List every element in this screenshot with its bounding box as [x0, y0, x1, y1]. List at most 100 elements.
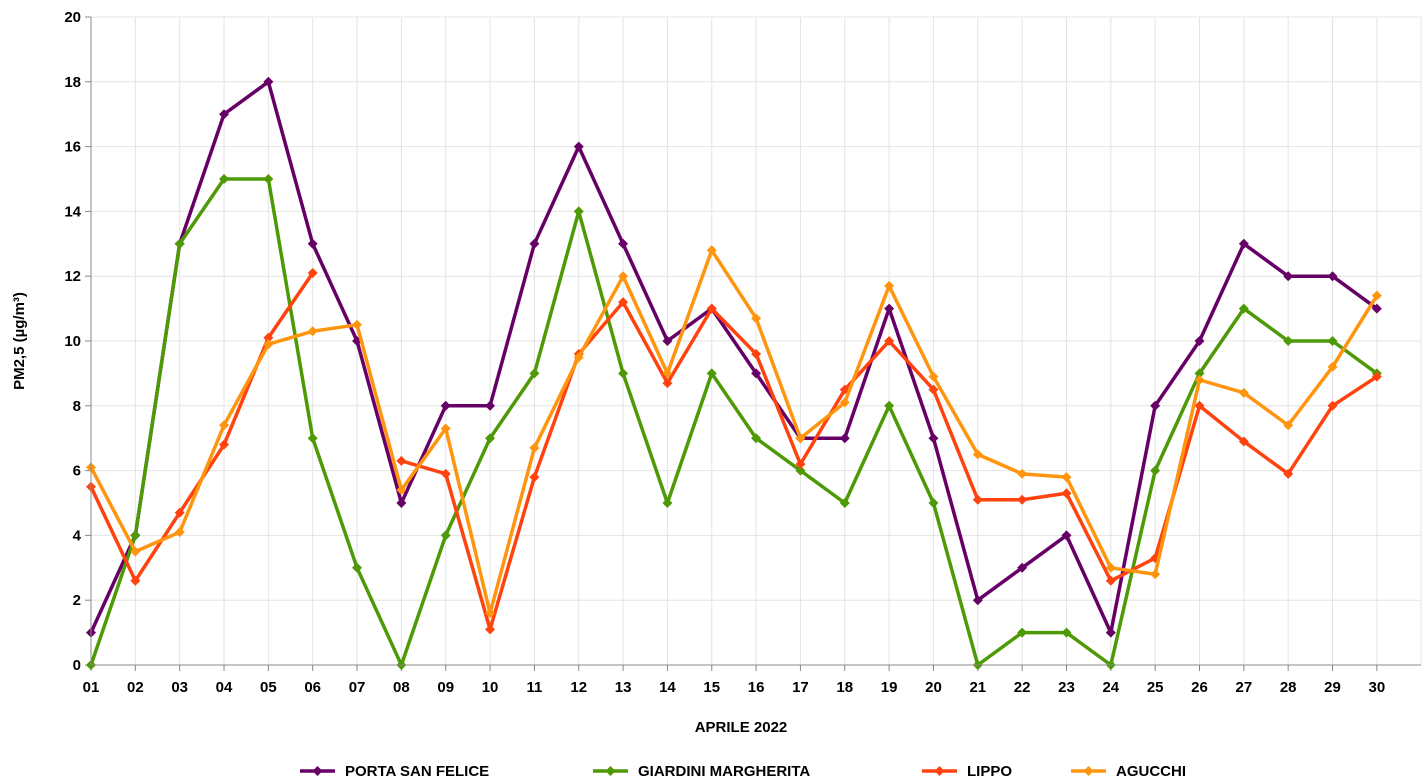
legend-label: GIARDINI MARGHERITA — [638, 763, 810, 780]
series-porta-san-felice — [86, 76, 1382, 638]
data-point — [440, 400, 451, 411]
data-point — [219, 439, 230, 450]
data-point — [1061, 627, 1072, 638]
data-point — [795, 433, 806, 444]
data-point — [485, 624, 496, 635]
data-point — [1194, 336, 1205, 346]
data-point — [1194, 368, 1205, 379]
data-point — [219, 174, 230, 184]
x-tick-label: 13 — [615, 679, 632, 696]
data-point — [662, 336, 673, 346]
data-point — [1283, 420, 1294, 431]
data-point — [529, 368, 540, 379]
data-point — [440, 423, 451, 434]
data-point — [618, 271, 629, 282]
data-point — [174, 507, 185, 518]
data-point — [529, 442, 540, 453]
y-tick-label: 14 — [64, 203, 81, 220]
data-point — [352, 562, 363, 573]
legend-label: AGUCCHI — [1116, 763, 1186, 780]
data-point — [263, 332, 274, 343]
x-tick-label: 05 — [260, 679, 277, 696]
data-point — [1283, 271, 1294, 282]
data-point — [1017, 627, 1028, 638]
data-point — [352, 319, 363, 330]
data-point — [1194, 374, 1205, 385]
x-tick-label: 12 — [570, 679, 587, 696]
data-point — [1371, 290, 1382, 301]
x-tick-label: 17 — [792, 679, 809, 696]
y-tick-label: 2 — [73, 592, 81, 609]
data-point — [529, 238, 540, 249]
x-tick-label: 26 — [1191, 679, 1208, 696]
data-point — [263, 339, 274, 350]
y-tick-label: 20 — [64, 9, 81, 26]
data-point — [485, 433, 496, 444]
x-tick-label: 11 — [526, 679, 542, 696]
data-point — [972, 494, 983, 505]
data-point — [706, 245, 717, 256]
legend-label: PORTA SAN FELICE — [345, 763, 489, 780]
series-line — [89, 177, 1379, 667]
x-tick-label: 21 — [969, 679, 986, 696]
data-point — [1238, 387, 1249, 398]
legend-label: LIPPO — [967, 763, 1012, 780]
data-point — [1150, 400, 1161, 411]
data-point — [263, 76, 274, 87]
data-point — [485, 400, 496, 411]
series-agucchi — [86, 245, 1382, 619]
data-point — [130, 530, 141, 541]
data-point — [1327, 336, 1338, 346]
x-tick-label: 10 — [482, 679, 499, 696]
data-point — [263, 174, 274, 184]
x-tick-label: 04 — [216, 679, 233, 696]
y-axis-title: PM2,5 (µg/m³) — [11, 292, 28, 390]
data-point — [130, 575, 141, 586]
y-tick-label: 10 — [64, 333, 81, 350]
data-point — [1327, 271, 1338, 282]
data-point — [751, 368, 762, 379]
data-point — [174, 527, 185, 538]
data-point — [573, 141, 584, 152]
data-point — [839, 397, 850, 408]
legend-item: PORTA SAN FELICE — [300, 763, 489, 780]
x-tick-label: 28 — [1280, 679, 1297, 696]
legend-item: AGUCCHI — [1071, 763, 1186, 780]
legend-item: GIARDINI MARGHERITA — [593, 763, 810, 780]
data-point — [1283, 468, 1294, 479]
data-point — [1327, 361, 1338, 372]
y-tick-labels: 0 2 4 6 8 10 12 14 16 18 20 — [64, 9, 81, 674]
legend-swatch-marker — [605, 766, 616, 776]
data-point — [396, 455, 407, 466]
data-point — [396, 485, 407, 496]
data-point — [884, 280, 895, 291]
data-point — [928, 371, 939, 382]
series-line — [89, 80, 1379, 635]
data-point — [307, 267, 318, 278]
data-point — [884, 336, 895, 346]
data-point — [972, 449, 983, 460]
x-tick-label: 18 — [836, 679, 853, 696]
data-point — [1194, 400, 1205, 411]
data-point — [1061, 530, 1072, 541]
data-point — [884, 303, 895, 314]
y-tick-label: 4 — [73, 527, 82, 544]
x-tick-label: 30 — [1369, 679, 1386, 696]
y-tick-label: 16 — [64, 139, 81, 156]
data-point — [1238, 436, 1249, 447]
x-axis-title: APRILE 2022 — [695, 719, 788, 736]
data-point — [1327, 400, 1338, 411]
x-tick-label: 02 — [127, 679, 144, 696]
y-tick-label: 12 — [64, 268, 81, 285]
data-point — [130, 546, 141, 557]
series-lippo — [86, 267, 1382, 635]
data-point — [440, 468, 451, 479]
x-tick-label: 15 — [703, 679, 720, 696]
data-point — [307, 433, 318, 444]
x-tick-label: 07 — [349, 679, 366, 696]
x-tick-label: 27 — [1235, 679, 1252, 696]
data-point — [884, 400, 895, 411]
data-point — [573, 206, 584, 217]
data-point — [751, 313, 762, 324]
